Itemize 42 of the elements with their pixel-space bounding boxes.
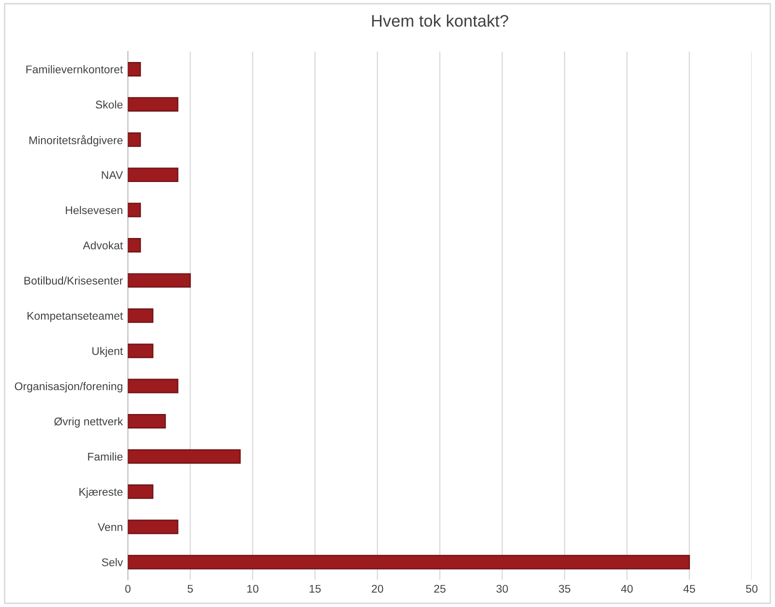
bar: [128, 449, 241, 464]
y-tick-label: Ukjent: [92, 346, 123, 358]
bar: [128, 414, 166, 428]
bar: [128, 378, 178, 394]
y-tick-label: Kjæreste: [79, 488, 123, 498]
chart-title: Hvem tok kontakt?: [372, 14, 508, 27]
x-tick-label: 30: [496, 584, 508, 593]
y-tick-label: NAV: [102, 171, 123, 179]
bar: [128, 308, 154, 323]
y-tick-label: Botilbud/Krisesenter: [24, 276, 123, 285]
x-tick-label: 10: [247, 584, 258, 593]
x-tick-label: 0: [125, 584, 131, 593]
bar: [128, 202, 141, 218]
x-tick-label: 20: [372, 584, 384, 593]
bar: [128, 484, 154, 499]
y-tick-label: Helsevesen: [66, 206, 122, 214]
y-tick-label: Minoritetsrådgivere: [29, 135, 123, 146]
y-tick-label: Organisasjon/forening: [14, 382, 122, 392]
x-tick-label: 15: [310, 584, 321, 593]
y-tick-label: Advokat: [82, 241, 123, 250]
x-tick-label: 35: [558, 584, 570, 593]
bar: [128, 520, 178, 534]
y-tick-label: Skole: [96, 100, 123, 109]
bar: [128, 554, 690, 570]
bar: [128, 168, 178, 182]
bar: [128, 273, 191, 288]
bar: [128, 238, 141, 252]
x-tick-label: 25: [434, 584, 446, 593]
bar: [128, 97, 178, 112]
bar: [128, 132, 141, 147]
y-tick-label: Familievernkontoret: [26, 65, 123, 74]
y-tick-label: Selv: [102, 558, 123, 566]
x-tick-label: 40: [621, 584, 633, 593]
y-tick-label: Kompetanseteamet: [28, 312, 123, 322]
x-tick-label: 50: [746, 584, 758, 593]
y-tick-label: Familie: [88, 452, 123, 461]
bar: [128, 344, 154, 358]
x-tick-label: 5: [188, 584, 193, 593]
bar: [128, 62, 141, 76]
y-tick-label: Øvrig nettverk: [54, 417, 124, 428]
x-tick-label: 45: [683, 584, 696, 593]
y-tick-label: Venn: [98, 523, 122, 532]
